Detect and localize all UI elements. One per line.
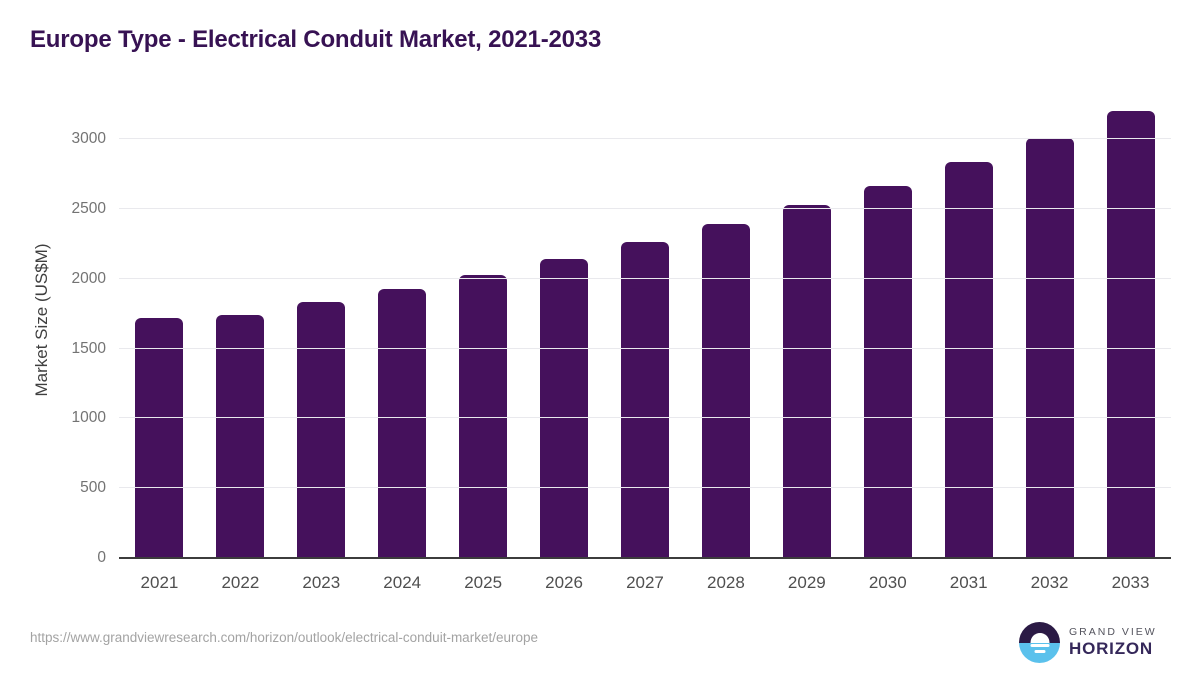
y-tick-label-2500: 2500 [71, 199, 106, 217]
bar-2025[interactable] [459, 275, 508, 558]
horizon-sunset-icon [1019, 622, 1060, 663]
x-tick-label-2031: 2031 [949, 573, 988, 592]
y-tick-label-0: 0 [97, 549, 106, 566]
x-tick-label-2025: 2025 [464, 573, 503, 592]
gridline-2000 [119, 277, 1171, 279]
bar-slot-2029: 2029 [766, 96, 847, 592]
x-tick-label-2022: 2022 [221, 573, 260, 592]
bar-slot-2025: 2025 [443, 96, 524, 592]
x-tick-label-2030: 2030 [868, 573, 907, 592]
x-tick-label-2023: 2023 [302, 573, 341, 592]
x-tick-label-2029: 2029 [787, 573, 826, 592]
y-tick-label-1000: 1000 [71, 409, 106, 427]
page-title: Europe Type - Electrical Conduit Market,… [30, 26, 602, 53]
bar-slot-2021: 2021 [119, 96, 200, 592]
source-url: https://www.grandviewresearch.com/horizo… [30, 630, 538, 645]
y-axis-label: Market Size (US$M) [32, 243, 51, 397]
bar-slot-2022: 2022 [200, 96, 281, 592]
x-axis-line [119, 557, 1171, 559]
bar-slot-2031: 2031 [928, 96, 1009, 592]
x-tick-label-2021: 2021 [140, 573, 179, 592]
gridline-3000 [119, 138, 1171, 140]
bar-slot-2030: 2030 [847, 96, 928, 592]
brand-name-top: GRAND VIEW [1069, 626, 1157, 638]
x-tick-label-2028: 2028 [706, 573, 745, 592]
bar-slot-2024: 2024 [362, 96, 443, 592]
bar-2023[interactable] [297, 302, 346, 558]
y-tick-label-2000: 2000 [71, 269, 106, 287]
gridline-2500 [119, 207, 1171, 209]
bar-2028[interactable] [701, 223, 750, 558]
x-tick-label-2027: 2027 [626, 573, 664, 592]
logo-water-half [1019, 642, 1060, 663]
bar-slot-2028: 2028 [685, 96, 766, 592]
bar-slot-2033: 2033 [1090, 96, 1171, 592]
gridline-1500 [119, 347, 1171, 349]
bar-2026[interactable] [540, 259, 589, 558]
bar-2024[interactable] [378, 289, 427, 558]
bar-2033[interactable] [1106, 111, 1155, 558]
bar-2031[interactable] [944, 162, 993, 558]
logo-text: GRAND VIEW HORIZON [1069, 626, 1157, 659]
bar-2029[interactable] [782, 204, 831, 558]
bar-slot-2026: 2026 [524, 96, 605, 592]
bar-slot-2032: 2032 [1009, 96, 1090, 592]
bar-2027[interactable] [620, 242, 669, 558]
plot-area: 2021 2022 2023 2024 2025 2026 2027 2028 2029 2030… [72, 96, 1171, 592]
logo-reflection-line-2 [1034, 649, 1045, 653]
logo-sun-shape [1030, 633, 1049, 643]
bar-slot-2023: 2023 [281, 96, 362, 592]
bar-2022[interactable] [216, 315, 265, 558]
bar-2021[interactable] [135, 317, 184, 558]
grand-view-horizon-logo: GRAND VIEW HORIZON [1019, 622, 1157, 663]
x-tick-label-2032: 2032 [1030, 573, 1069, 592]
y-tick-label-3000: 3000 [71, 130, 106, 148]
logo-reflection-line-1 [1030, 643, 1049, 647]
y-tick-label-500: 500 [80, 479, 106, 497]
x-tick-label-2026: 2026 [545, 573, 583, 592]
brand-name-bottom: HORIZON [1069, 639, 1153, 658]
bars-row: 2021 2022 2023 2024 2025 2026 2027 2028 2029 2030… [119, 96, 1171, 592]
x-tick-label-2033: 2033 [1111, 573, 1150, 592]
y-tick-label-1500: 1500 [71, 339, 106, 357]
bar-2030[interactable] [863, 185, 912, 558]
bar-slot-2027: 2027 [605, 96, 686, 592]
gridline-500 [119, 487, 1171, 489]
logo-sky-half [1019, 622, 1060, 643]
x-tick-label-2024: 2024 [383, 573, 422, 592]
gridline-1000 [119, 417, 1171, 419]
